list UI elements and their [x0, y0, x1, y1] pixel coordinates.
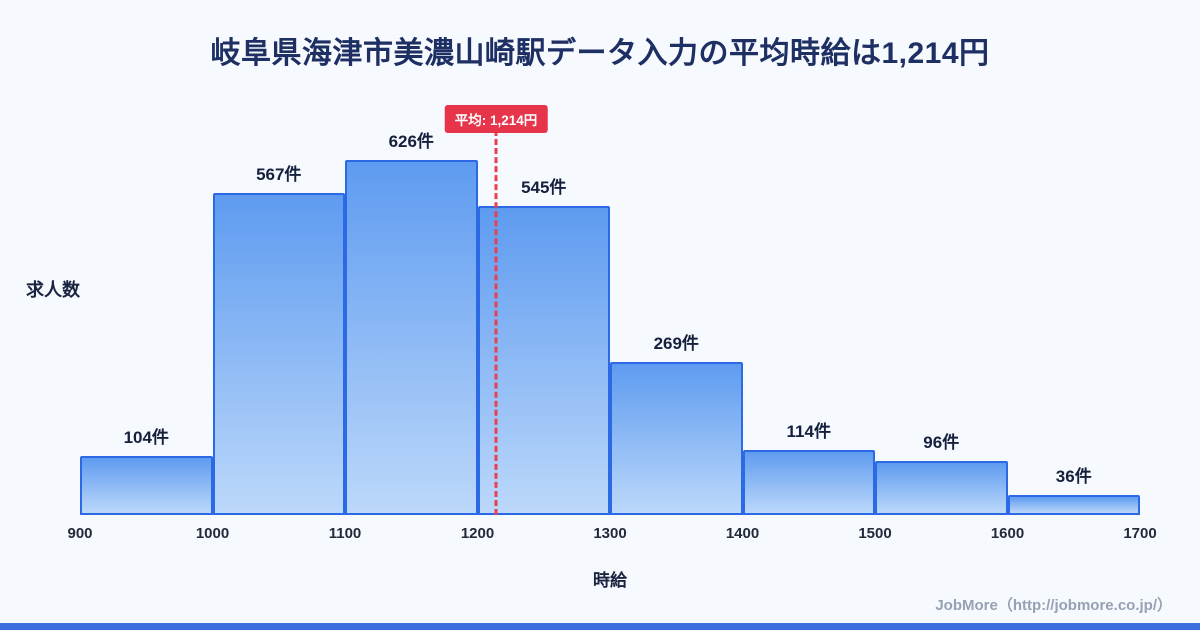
bottom-accent-bar: [0, 623, 1200, 630]
histogram-bar: [875, 460, 1008, 515]
x-axis-ticks: 900 1000 1100 1200 1300 1400 1500 1600 1700: [67, 525, 1156, 545]
x-tick-label: 900: [67, 525, 93, 542]
x-tick-label: 1400: [725, 525, 760, 542]
histogram-bar: [742, 450, 875, 515]
bar-value-label: 96件: [923, 432, 960, 452]
x-tick-label: 1000: [195, 525, 230, 542]
x-tick-label: 1600: [990, 525, 1025, 542]
average-line: [494, 130, 498, 515]
x-tick-label: 1700: [1123, 525, 1157, 542]
histogram-bar: [80, 456, 213, 515]
histogram-bar: [345, 160, 478, 515]
chart-container: 104件 567件 626件 545件 269件 114件 96件 36件 900 1000 11…: [67, 105, 1157, 542]
footer-credit: JobMore（http://jobmore.co.jp/）: [935, 597, 1172, 614]
x-tick-label: 1300: [593, 525, 627, 542]
y-axis-label: 求人数: [26, 280, 80, 300]
bar-value-label: 269件: [653, 334, 699, 354]
x-axis-label: 時給: [593, 571, 627, 590]
bar-value-label: 545件: [521, 177, 567, 197]
bar-value-label: 626件: [388, 132, 434, 151]
x-tick-label: 1200: [460, 525, 495, 542]
bar-value-label: 104件: [123, 428, 169, 448]
plot-area: 104件 567件 626件 545件 269件 114件 96件 36件: [80, 132, 1140, 515]
bar-value-label: 567件: [256, 165, 302, 185]
histogram-bar: [1007, 494, 1140, 515]
x-tick-label: 1100: [328, 525, 362, 542]
page-title: 岐阜県海津市美濃山崎駅データ入力の平均時給は1,214円: [210, 37, 990, 70]
average-badge: 平均: 1,214円: [444, 105, 548, 133]
bar-value-label: 114件: [786, 422, 831, 442]
histogram-bar: [212, 193, 345, 515]
bar-value-label: 36件: [1055, 466, 1092, 486]
x-tick-label: 1500: [858, 525, 892, 542]
histogram-bar: [477, 205, 610, 515]
histogram-bar: [610, 362, 743, 515]
